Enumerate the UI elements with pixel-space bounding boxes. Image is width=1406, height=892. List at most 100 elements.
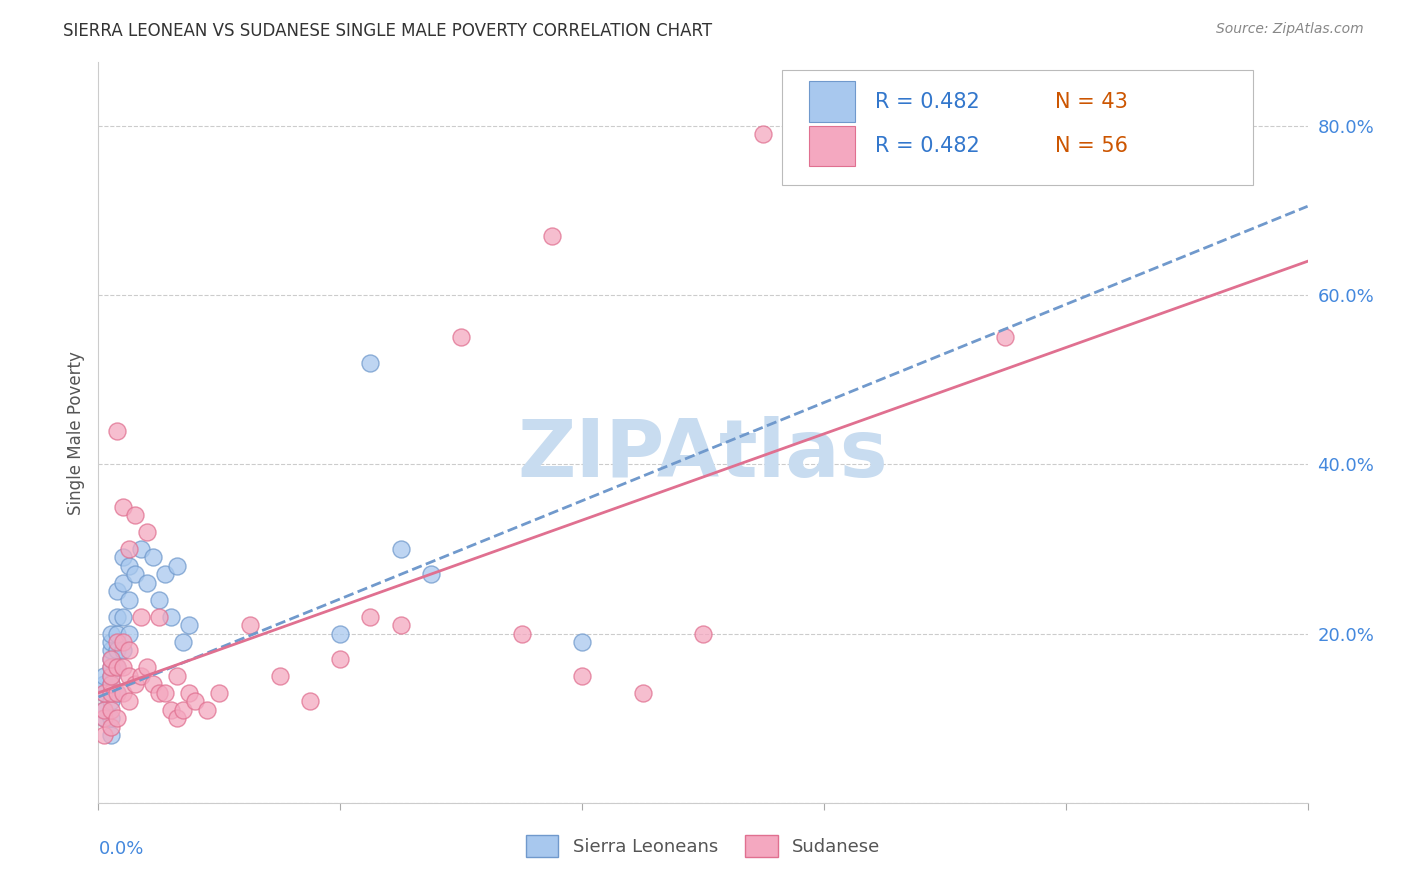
Point: [148, 609, 170, 624]
Point: [93, 728, 115, 742]
Point: [93, 677, 115, 691]
Point: [269, 669, 291, 683]
Point: [299, 694, 322, 708]
Point: [129, 669, 152, 683]
Point: [100, 677, 122, 691]
Point: [100, 626, 122, 640]
Point: [100, 703, 122, 717]
Point: [994, 330, 1017, 344]
Point: [111, 686, 134, 700]
Point: [93, 669, 115, 683]
Point: [111, 609, 134, 624]
Point: [160, 703, 183, 717]
Point: [93, 711, 115, 725]
Point: [100, 660, 122, 674]
Legend: Sierra Leoneans, Sudanese: Sierra Leoneans, Sudanese: [519, 828, 887, 864]
Point: [129, 541, 152, 556]
Point: [111, 660, 134, 674]
Text: N = 43: N = 43: [1054, 92, 1128, 112]
Point: [100, 652, 122, 666]
Point: [105, 660, 128, 674]
Point: [111, 500, 134, 514]
Point: [195, 703, 218, 717]
Point: [118, 694, 141, 708]
Point: [540, 228, 562, 243]
Point: [105, 711, 128, 725]
Text: Source: ZipAtlas.com: Source: ZipAtlas.com: [1216, 22, 1364, 37]
Point: [100, 669, 122, 683]
Point: [571, 635, 593, 649]
Point: [105, 626, 128, 640]
Point: [153, 686, 176, 700]
Point: [360, 356, 382, 370]
Point: [111, 550, 134, 565]
Point: [93, 703, 115, 717]
Point: [105, 609, 128, 624]
Point: [100, 652, 122, 666]
Point: [100, 635, 122, 649]
Point: [93, 686, 115, 700]
Point: [105, 584, 128, 599]
Y-axis label: Single Male Poverty: Single Male Poverty: [66, 351, 84, 515]
Point: [100, 728, 122, 742]
Point: [166, 558, 188, 573]
Text: SIERRA LEONEAN VS SUDANESE SINGLE MALE POVERTY CORRELATION CHART: SIERRA LEONEAN VS SUDANESE SINGLE MALE P…: [63, 22, 713, 40]
Point: [389, 618, 412, 632]
Point: [692, 626, 714, 640]
Point: [239, 618, 262, 632]
Point: [118, 541, 141, 556]
Point: [100, 720, 122, 734]
Point: [124, 508, 146, 522]
Point: [93, 703, 115, 717]
Point: [166, 711, 188, 725]
Point: [208, 686, 231, 700]
Point: [329, 626, 352, 640]
Point: [100, 669, 122, 683]
Point: [118, 643, 141, 657]
Point: [153, 567, 176, 582]
Point: [100, 677, 122, 691]
Point: [111, 575, 134, 590]
Point: [100, 643, 122, 657]
Point: [124, 567, 146, 582]
Point: [172, 703, 194, 717]
Point: [360, 609, 382, 624]
Point: [118, 592, 141, 607]
Point: [111, 635, 134, 649]
Point: [752, 128, 775, 142]
FancyBboxPatch shape: [810, 81, 855, 122]
Point: [142, 677, 165, 691]
Point: [631, 686, 654, 700]
Text: ZIPAtlas: ZIPAtlas: [517, 416, 889, 494]
Point: [100, 686, 122, 700]
Point: [179, 686, 201, 700]
Text: R = 0.482: R = 0.482: [875, 92, 980, 112]
Point: [118, 558, 141, 573]
Point: [160, 609, 183, 624]
Text: R = 0.482: R = 0.482: [875, 136, 980, 156]
Point: [105, 643, 128, 657]
Point: [105, 424, 128, 438]
Point: [571, 669, 593, 683]
FancyBboxPatch shape: [810, 126, 855, 167]
Point: [129, 609, 152, 624]
Point: [389, 541, 412, 556]
Point: [135, 575, 157, 590]
Point: [172, 635, 194, 649]
Text: 0.0%: 0.0%: [98, 840, 143, 858]
Point: [93, 711, 115, 725]
Point: [100, 711, 122, 725]
Point: [166, 669, 188, 683]
Point: [179, 618, 201, 632]
Point: [118, 669, 141, 683]
Point: [105, 686, 128, 700]
Point: [184, 694, 207, 708]
Point: [124, 677, 146, 691]
Point: [105, 686, 128, 700]
Point: [420, 567, 443, 582]
Point: [142, 550, 165, 565]
Point: [135, 524, 157, 539]
Point: [111, 643, 134, 657]
Text: N = 56: N = 56: [1054, 136, 1128, 156]
Point: [100, 660, 122, 674]
